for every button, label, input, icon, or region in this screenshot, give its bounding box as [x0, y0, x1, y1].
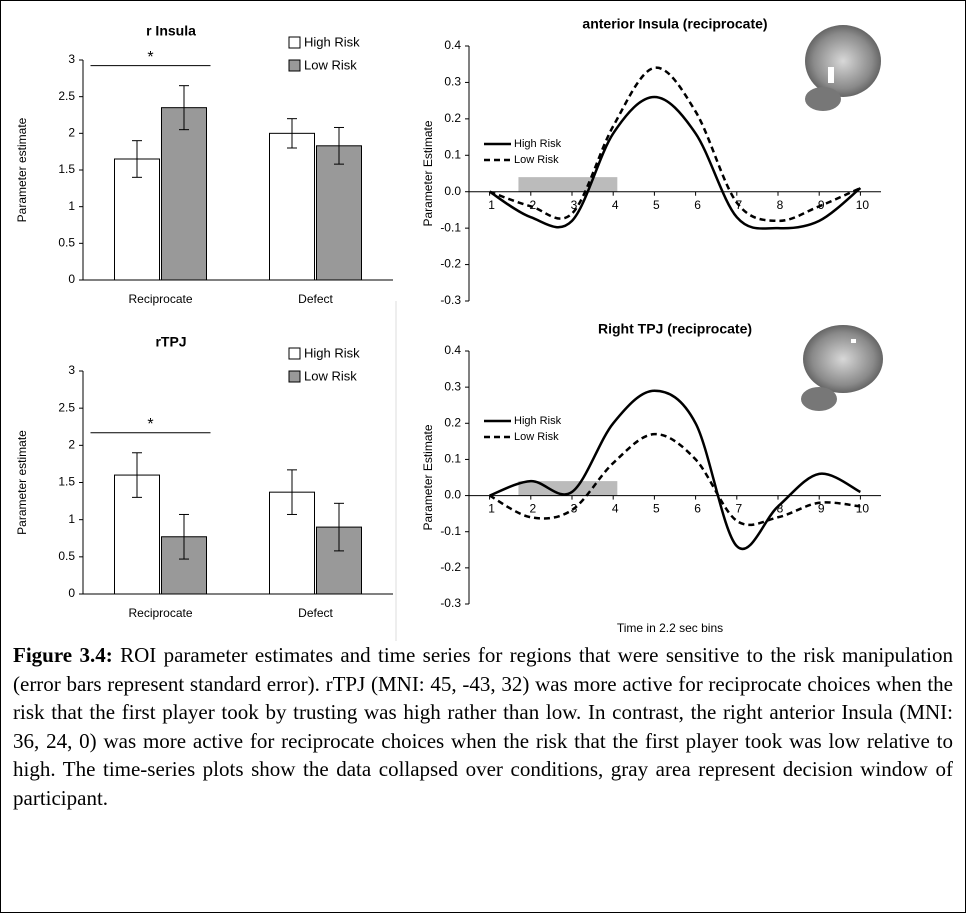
legend-label: High Risk — [304, 345, 360, 360]
y-tick-label: 0.3 — [444, 75, 461, 89]
x-tick-label: 5 — [653, 198, 660, 212]
caption: Figure 3.4: ROI parameter estimates and … — [13, 641, 953, 812]
y-tick-label: -0.1 — [440, 524, 461, 538]
y-axis-label: Parameter Estimate — [421, 120, 435, 226]
brain-image — [801, 21, 883, 113]
bar — [269, 132, 315, 281]
y-tick-label: 0.0 — [444, 488, 461, 502]
x-tick-label: Defect — [298, 292, 333, 306]
line — [489, 66, 861, 223]
legend-label: High Risk — [304, 34, 360, 49]
y-tick-label: 0.2 — [444, 111, 461, 125]
legend-swatch — [288, 59, 301, 72]
x-tick-label: 5 — [653, 502, 660, 516]
x-tick-label: 8 — [777, 502, 784, 516]
error-bar — [132, 140, 142, 178]
x-tick-label: 2 — [529, 198, 536, 212]
x-tick-label: 7 — [735, 502, 742, 516]
x-tick-label: 4 — [612, 198, 619, 212]
error-bar — [334, 126, 344, 165]
x-tick-label: 6 — [694, 198, 701, 212]
y-tick-label: 0.3 — [444, 379, 461, 393]
y-axis-label: Parameter Estimate — [421, 424, 435, 530]
legend-label: Low Risk — [304, 368, 357, 383]
y-tick-label: 1 — [68, 512, 75, 526]
y-tick-label: -0.3 — [440, 293, 461, 307]
bar — [114, 158, 160, 281]
x-tick-label: 4 — [612, 502, 619, 516]
x-tick-label: 1 — [488, 502, 495, 516]
chart-title: anterior Insula (reciprocate) — [582, 16, 767, 32]
error-bar — [179, 513, 189, 560]
y-tick-label: 3 — [68, 52, 75, 66]
y-tick-label: 2.5 — [58, 400, 75, 414]
y-tick-label: -0.1 — [440, 220, 461, 234]
annotation: * — [147, 49, 153, 66]
y-tick-label: -0.2 — [440, 257, 461, 271]
error-bar — [287, 469, 297, 515]
x-tick-label: 3 — [571, 198, 578, 212]
y-tick-label: 1 — [68, 199, 75, 213]
caption-label: Figure 3.4: — [13, 643, 113, 667]
legend-label: Low Risk — [514, 154, 559, 166]
chart-title: rTPJ — [155, 334, 186, 350]
y-tick-label: 0 — [68, 586, 75, 600]
y-axis-label: Parameter estimate — [15, 430, 29, 535]
error-bar — [334, 502, 344, 552]
y-tick-label: -0.3 — [440, 596, 461, 610]
x-axis-label: Time in 2.2 sec bins — [617, 621, 723, 635]
charts: r Insula 0 0.5 1 1.5 2 2.5 3 Parameter estimate R… — [15, 16, 883, 641]
annotation: * — [147, 416, 153, 433]
legend-label: High Risk — [514, 415, 562, 427]
legend-swatch — [288, 36, 301, 49]
y-tick-label: 2 — [68, 438, 75, 452]
x-tick-label: 8 — [777, 198, 784, 212]
chart-title: r Insula — [146, 23, 196, 39]
legend-swatch — [288, 347, 301, 360]
x-tick-label: 2 — [529, 502, 536, 516]
y-tick-label: 2.5 — [58, 89, 75, 103]
decision-window — [518, 177, 618, 192]
y-tick-label: 0.2 — [444, 415, 461, 429]
x-tick-label: Defect — [298, 606, 333, 620]
y-tick-label: 2 — [68, 126, 75, 140]
error-bar — [179, 85, 189, 131]
y-tick-label: 0.1 — [444, 452, 461, 466]
y-tick-label: 0 — [68, 272, 75, 286]
y-tick-label: -0.2 — [440, 560, 461, 574]
legend-label: High Risk — [514, 138, 562, 150]
bar — [316, 145, 362, 281]
legend-label: Low Risk — [304, 57, 357, 72]
y-tick-label: 1.5 — [58, 162, 75, 176]
x-tick-label: 1 — [488, 198, 495, 212]
y-tick-label: 0.0 — [444, 184, 461, 198]
brain-image — [799, 319, 883, 414]
x-tick-label: Reciprocate — [128, 292, 192, 306]
legend-swatch — [288, 370, 301, 383]
line — [489, 389, 861, 550]
chart-title: Right TPJ (reciprocate) — [598, 321, 752, 337]
error-bar — [287, 118, 297, 149]
x-tick-label: 10 — [856, 502, 870, 516]
y-tick-label: 0.4 — [444, 38, 461, 52]
x-tick-label: 9 — [818, 502, 825, 516]
y-tick-label: 0.5 — [58, 236, 75, 250]
line — [488, 432, 861, 527]
line — [488, 95, 862, 230]
y-tick-label: 0.1 — [444, 147, 461, 161]
x-tick-label: 10 — [856, 198, 870, 212]
y-tick-label: 0.5 — [58, 549, 75, 563]
error-bar — [132, 452, 142, 498]
bar — [161, 107, 207, 281]
caption-text: ROI parameter estimates and time series … — [13, 643, 954, 810]
x-tick-label: 6 — [694, 502, 701, 516]
y-tick-label: 1.5 — [58, 475, 75, 489]
y-tick-label: 3 — [68, 363, 75, 377]
legend-label: Low Risk — [514, 431, 559, 443]
y-tick-label: 0.4 — [444, 343, 461, 357]
y-axis-label: Parameter estimate — [15, 117, 29, 222]
x-tick-label: Reciprocate — [128, 606, 192, 620]
